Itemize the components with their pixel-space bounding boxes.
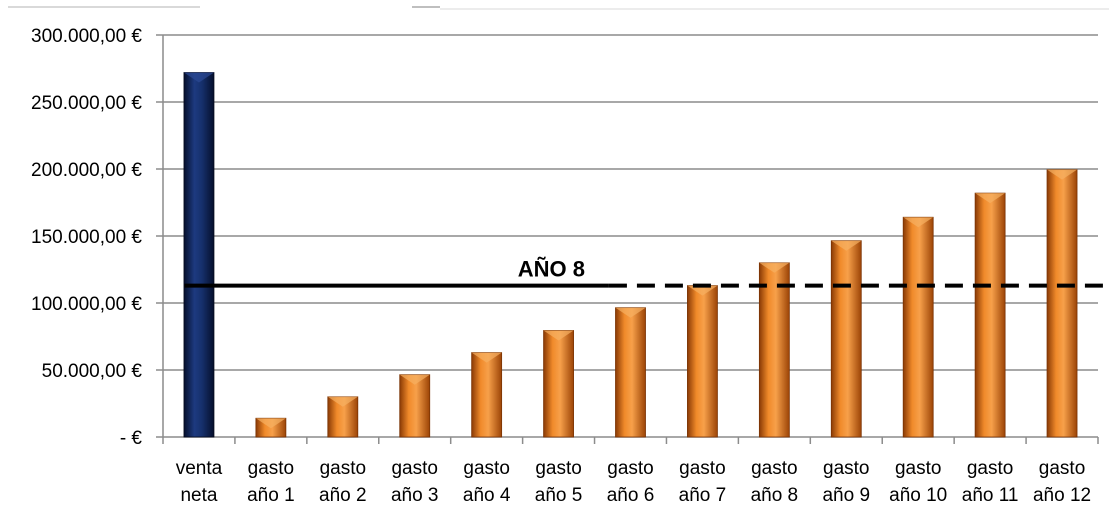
bar-bevel	[255, 418, 286, 429]
bar-gasto	[902, 216, 934, 438]
bar-bevel	[1047, 169, 1078, 180]
bar-bevel	[615, 307, 646, 318]
x-tick-label: gasto	[607, 458, 653, 479]
bar-gasto	[1046, 169, 1078, 438]
y-tick-label: - €	[120, 428, 143, 449]
x-tick-label: gasto	[1039, 458, 1085, 479]
bar-gasto	[687, 285, 718, 438]
bar-gasto	[974, 192, 1006, 438]
x-tick-label: año 3	[391, 485, 439, 506]
x-tick-label: venta	[176, 458, 223, 479]
bar-bevel	[183, 72, 214, 83]
x-tick-label: año 6	[607, 485, 655, 506]
bar-gasto	[543, 330, 574, 438]
x-tick-label: año 4	[463, 485, 511, 506]
x-tick-label: gasto	[535, 458, 581, 479]
x-tick-label: neta	[180, 485, 217, 506]
x-tick-label: gasto	[967, 458, 1013, 479]
bar-gasto	[471, 352, 503, 438]
bar-bevel	[687, 285, 718, 296]
y-tick-label: 250.000,00 €	[31, 93, 142, 114]
y-tick-label: 100.000,00 €	[31, 294, 142, 315]
y-tick-label: 50.000,00 €	[42, 361, 143, 382]
x-tick-label: gasto	[751, 458, 797, 479]
bar-bevel	[975, 193, 1006, 204]
bar-bevel	[903, 217, 934, 228]
x-tick-label: año 10	[889, 485, 947, 506]
bar-gasto	[399, 374, 431, 438]
x-tick-label: año 2	[319, 485, 367, 506]
x-tick-label: año 7	[679, 485, 727, 506]
x-tick-label: año 1	[247, 485, 295, 506]
x-tick-label: gasto	[391, 458, 437, 479]
x-tick-label: año 9	[822, 485, 870, 506]
y-tick-label: 150.000,00 €	[31, 227, 142, 248]
y-axis-tick-labels: - € 50.000,00 € 100.000,00 € 150.000,00 € 20…	[31, 26, 142, 449]
bar-bevel	[471, 352, 502, 363]
bars	[183, 72, 1078, 438]
x-tick-label: año 12	[1033, 485, 1091, 506]
x-tick-label: gasto	[320, 458, 366, 479]
reference-line-label: AÑO 8	[518, 257, 585, 282]
bar-bevel	[831, 240, 862, 251]
x-tick-label: año 8	[751, 485, 799, 506]
x-tick-label: gasto	[679, 458, 725, 479]
x-tick-label: año 5	[535, 485, 583, 506]
x-tick-label: año 11	[962, 485, 1019, 506]
x-tick-label: gasto	[248, 458, 294, 479]
bar-bevel	[759, 262, 790, 273]
bar-gasto	[758, 262, 790, 438]
y-tick-label: 200.000,00 €	[31, 160, 142, 181]
bar-bevel	[543, 330, 574, 341]
bar-bevel	[327, 396, 358, 407]
x-tick-label: gasto	[823, 458, 869, 479]
reference-line-group: AÑO 8	[184, 257, 1109, 288]
x-tick-label: gasto	[463, 458, 509, 479]
bar-gasto	[615, 307, 646, 438]
y-tick-label: 300.000,00 €	[31, 26, 142, 47]
bar-gasto	[830, 240, 862, 438]
bar-bevel	[399, 374, 430, 385]
bar-venta-neta	[183, 72, 215, 438]
x-tick-label: gasto	[895, 458, 941, 479]
x-axis-tick-labels: venta neta gasto año 1 gasto año 2 gasto año 3 g…	[176, 458, 1091, 506]
